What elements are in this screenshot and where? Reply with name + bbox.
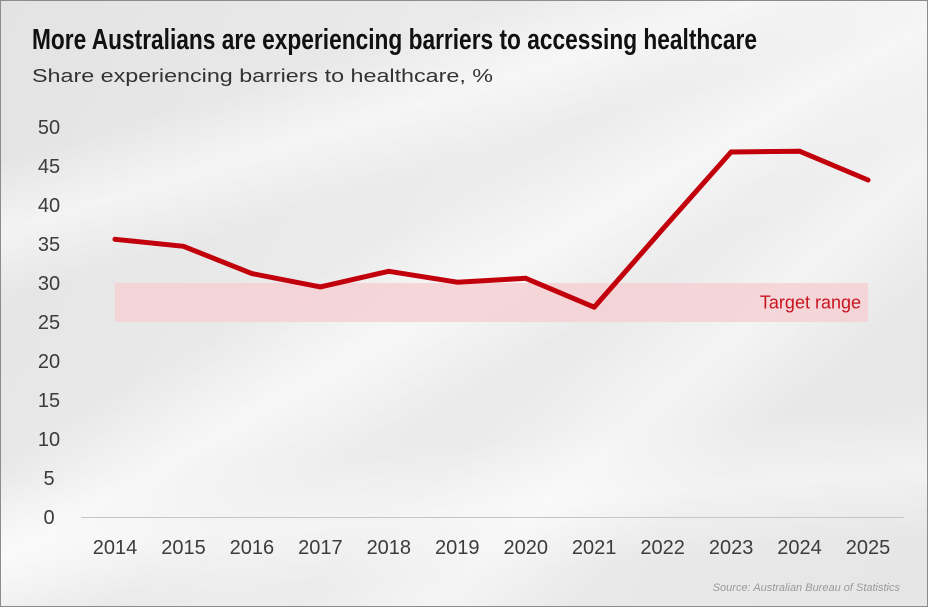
- chart-subtitle: Share experiencing barriers to healthcar…: [32, 66, 493, 86]
- y-tick-label: 50: [38, 117, 60, 139]
- y-tick-label: 5: [43, 468, 54, 490]
- source-note: Source: Australian Bureau of Statistics: [713, 582, 901, 594]
- data-point-2019: [454, 279, 460, 285]
- series-layer: [112, 148, 871, 310]
- x-tick-label: 2015: [161, 537, 206, 559]
- x-tick-label: 2019: [435, 537, 480, 559]
- data-point-2016: [249, 271, 255, 277]
- y-tick-label: 40: [38, 195, 60, 217]
- x-tick-label: 2016: [230, 537, 275, 559]
- x-tick-label: 2018: [367, 537, 412, 559]
- data-point-2015: [181, 243, 186, 249]
- data-point-2021: [591, 304, 597, 310]
- x-tick-label: 2024: [777, 537, 822, 559]
- series-line: [112, 148, 871, 310]
- bands-layer: Target range: [115, 283, 868, 322]
- y-tick-label: 10: [38, 429, 60, 451]
- x-tick-label: 2020: [503, 537, 548, 559]
- data-point-2025: [865, 177, 871, 183]
- y-tick-label: 30: [38, 273, 60, 295]
- target-range-band: [115, 283, 868, 322]
- x-tick-label: 2017: [298, 537, 343, 559]
- y-tick-label: 15: [38, 390, 60, 412]
- y-tick-label: 45: [38, 156, 60, 178]
- data-point-2024: [797, 148, 802, 154]
- data-point-2018: [386, 268, 392, 274]
- target-range-label: Target range: [760, 293, 861, 313]
- x-tick-label: 2014: [93, 537, 138, 559]
- data-point-2014: [112, 236, 118, 242]
- y-tick-label: 0: [43, 507, 54, 529]
- data-point-2020: [523, 275, 529, 281]
- data-point-2022: [660, 226, 666, 232]
- x-tick-label: 2022: [640, 537, 685, 559]
- x-tick-label: 2025: [846, 537, 891, 559]
- x-tick-label: 2021: [572, 537, 617, 559]
- y-tick-label: 20: [38, 351, 60, 373]
- data-point-2023: [728, 149, 734, 155]
- chart-title: More Australians are experiencing barrie…: [32, 24, 757, 56]
- data-point-2017: [317, 284, 323, 290]
- y-tick-label: 25: [38, 312, 60, 334]
- x-tick-label: 2023: [709, 537, 754, 559]
- y-tick-label: 35: [38, 234, 60, 256]
